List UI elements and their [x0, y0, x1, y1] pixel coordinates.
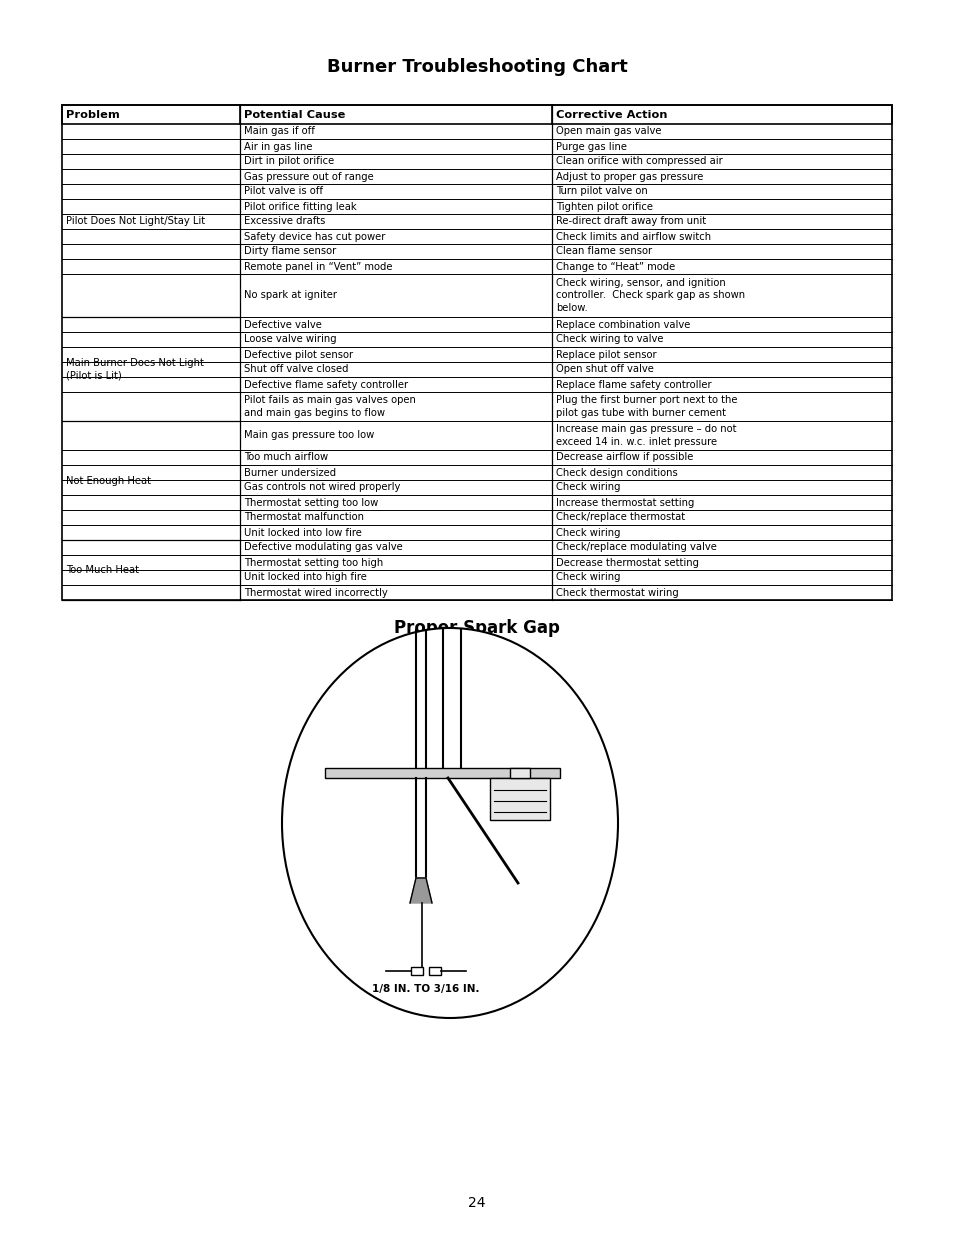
Text: 1/8 IN. TO 3/16 IN.: 1/8 IN. TO 3/16 IN.	[372, 984, 479, 994]
Text: Pilot valve is off: Pilot valve is off	[244, 186, 323, 196]
Text: Check thermostat wiring: Check thermostat wiring	[555, 588, 678, 598]
Text: Thermostat wired incorrectly: Thermostat wired incorrectly	[244, 588, 388, 598]
Text: Problem: Problem	[66, 110, 120, 120]
Text: Unit locked into low fire: Unit locked into low fire	[244, 527, 362, 537]
Text: Pilot Does Not Light/Stay Lit: Pilot Does Not Light/Stay Lit	[66, 215, 205, 226]
Text: Check wiring: Check wiring	[555, 527, 619, 537]
Text: Excessive drafts: Excessive drafts	[244, 216, 326, 226]
Text: Thermostat setting too high: Thermostat setting too high	[244, 557, 383, 568]
Text: Too Much Heat: Too Much Heat	[66, 564, 139, 576]
Text: 24: 24	[468, 1195, 485, 1210]
Text: Main Burner Does Not Light
(Pilot is Lit): Main Burner Does Not Light (Pilot is Lit…	[66, 358, 204, 380]
Text: Decrease airflow if possible: Decrease airflow if possible	[555, 452, 692, 462]
Text: Open main gas valve: Open main gas valve	[555, 126, 660, 137]
Text: Turn pilot valve on: Turn pilot valve on	[555, 186, 647, 196]
Text: Unit locked into high fire: Unit locked into high fire	[244, 573, 367, 583]
Ellipse shape	[282, 629, 618, 1018]
Text: Loose valve wiring: Loose valve wiring	[244, 335, 336, 345]
Text: Too much airflow: Too much airflow	[244, 452, 328, 462]
Text: Increase thermostat setting: Increase thermostat setting	[555, 498, 694, 508]
Text: Check wiring: Check wiring	[555, 483, 619, 493]
Text: Check wiring: Check wiring	[555, 573, 619, 583]
Text: Check wiring to valve: Check wiring to valve	[555, 335, 662, 345]
Text: Clean orifice with compressed air: Clean orifice with compressed air	[555, 157, 721, 167]
Bar	[325, 768, 559, 778]
Text: Thermostat setting too low: Thermostat setting too low	[244, 498, 378, 508]
Text: Gas pressure out of range: Gas pressure out of range	[244, 172, 374, 182]
Text: No spark at igniter: No spark at igniter	[244, 290, 337, 300]
Text: Purge gas line: Purge gas line	[555, 142, 626, 152]
Bar	[62, 105, 891, 600]
Text: Pilot fails as main gas valves open
and main gas begins to flow: Pilot fails as main gas valves open and …	[244, 395, 416, 417]
Text: Replace combination valve: Replace combination valve	[555, 320, 689, 330]
Text: Potential Cause: Potential Cause	[244, 110, 345, 120]
Bar	[62, 105, 891, 124]
Bar	[490, 778, 550, 820]
Text: Re-direct draft away from unit: Re-direct draft away from unit	[555, 216, 705, 226]
Text: Defective modulating gas valve: Defective modulating gas valve	[244, 542, 403, 552]
Text: Main gas if off: Main gas if off	[244, 126, 315, 137]
Text: Open shut off valve: Open shut off valve	[555, 364, 653, 374]
Text: Check limits and airflow switch: Check limits and airflow switch	[555, 231, 710, 242]
Text: Check/replace modulating valve: Check/replace modulating valve	[555, 542, 716, 552]
Text: Proper Spark Gap: Proper Spark Gap	[394, 619, 559, 637]
Text: Check/replace thermostat: Check/replace thermostat	[555, 513, 684, 522]
Polygon shape	[410, 878, 432, 903]
Text: Burner Troubleshooting Chart: Burner Troubleshooting Chart	[326, 58, 627, 77]
Text: Defective valve: Defective valve	[244, 320, 322, 330]
Text: Not Enough Heat: Not Enough Heat	[66, 475, 151, 485]
Text: Check design conditions: Check design conditions	[555, 468, 677, 478]
Text: Pilot orifice fitting leak: Pilot orifice fitting leak	[244, 201, 356, 211]
Text: Replace pilot sensor: Replace pilot sensor	[555, 350, 656, 359]
Text: Gas controls not wired properly: Gas controls not wired properly	[244, 483, 400, 493]
Bar	[510, 768, 530, 778]
Text: Air in gas line: Air in gas line	[244, 142, 313, 152]
Bar	[429, 967, 440, 974]
Text: Main gas pressure too low: Main gas pressure too low	[244, 431, 375, 441]
Text: Adjust to proper gas pressure: Adjust to proper gas pressure	[555, 172, 702, 182]
Text: Change to “Heat” mode: Change to “Heat” mode	[555, 262, 674, 272]
Text: Replace flame safety controller: Replace flame safety controller	[555, 379, 711, 389]
Text: Check wiring, sensor, and ignition
controller.  Check spark gap as shown
below.: Check wiring, sensor, and ignition contr…	[555, 278, 744, 314]
Text: Plug the first burner port next to the
pilot gas tube with burner cement: Plug the first burner port next to the p…	[555, 395, 737, 417]
Text: Defective flame safety controller: Defective flame safety controller	[244, 379, 408, 389]
Text: Shut off valve closed: Shut off valve closed	[244, 364, 349, 374]
Text: Burner undersized: Burner undersized	[244, 468, 336, 478]
Text: Dirt in pilot orifice: Dirt in pilot orifice	[244, 157, 335, 167]
Text: Tighten pilot orifice: Tighten pilot orifice	[555, 201, 652, 211]
Text: Clean flame sensor: Clean flame sensor	[555, 247, 651, 257]
Text: Defective pilot sensor: Defective pilot sensor	[244, 350, 354, 359]
Text: Thermostat malfunction: Thermostat malfunction	[244, 513, 364, 522]
Text: Dirty flame sensor: Dirty flame sensor	[244, 247, 336, 257]
Bar	[411, 967, 422, 974]
Text: Safety device has cut power: Safety device has cut power	[244, 231, 385, 242]
Text: Increase main gas pressure – do not
exceed 14 in. w.c. inlet pressure: Increase main gas pressure – do not exce…	[555, 424, 736, 447]
Text: Decrease thermostat setting: Decrease thermostat setting	[555, 557, 698, 568]
Text: Remote panel in “Vent” mode: Remote panel in “Vent” mode	[244, 262, 393, 272]
Text: Corrective Action: Corrective Action	[555, 110, 666, 120]
